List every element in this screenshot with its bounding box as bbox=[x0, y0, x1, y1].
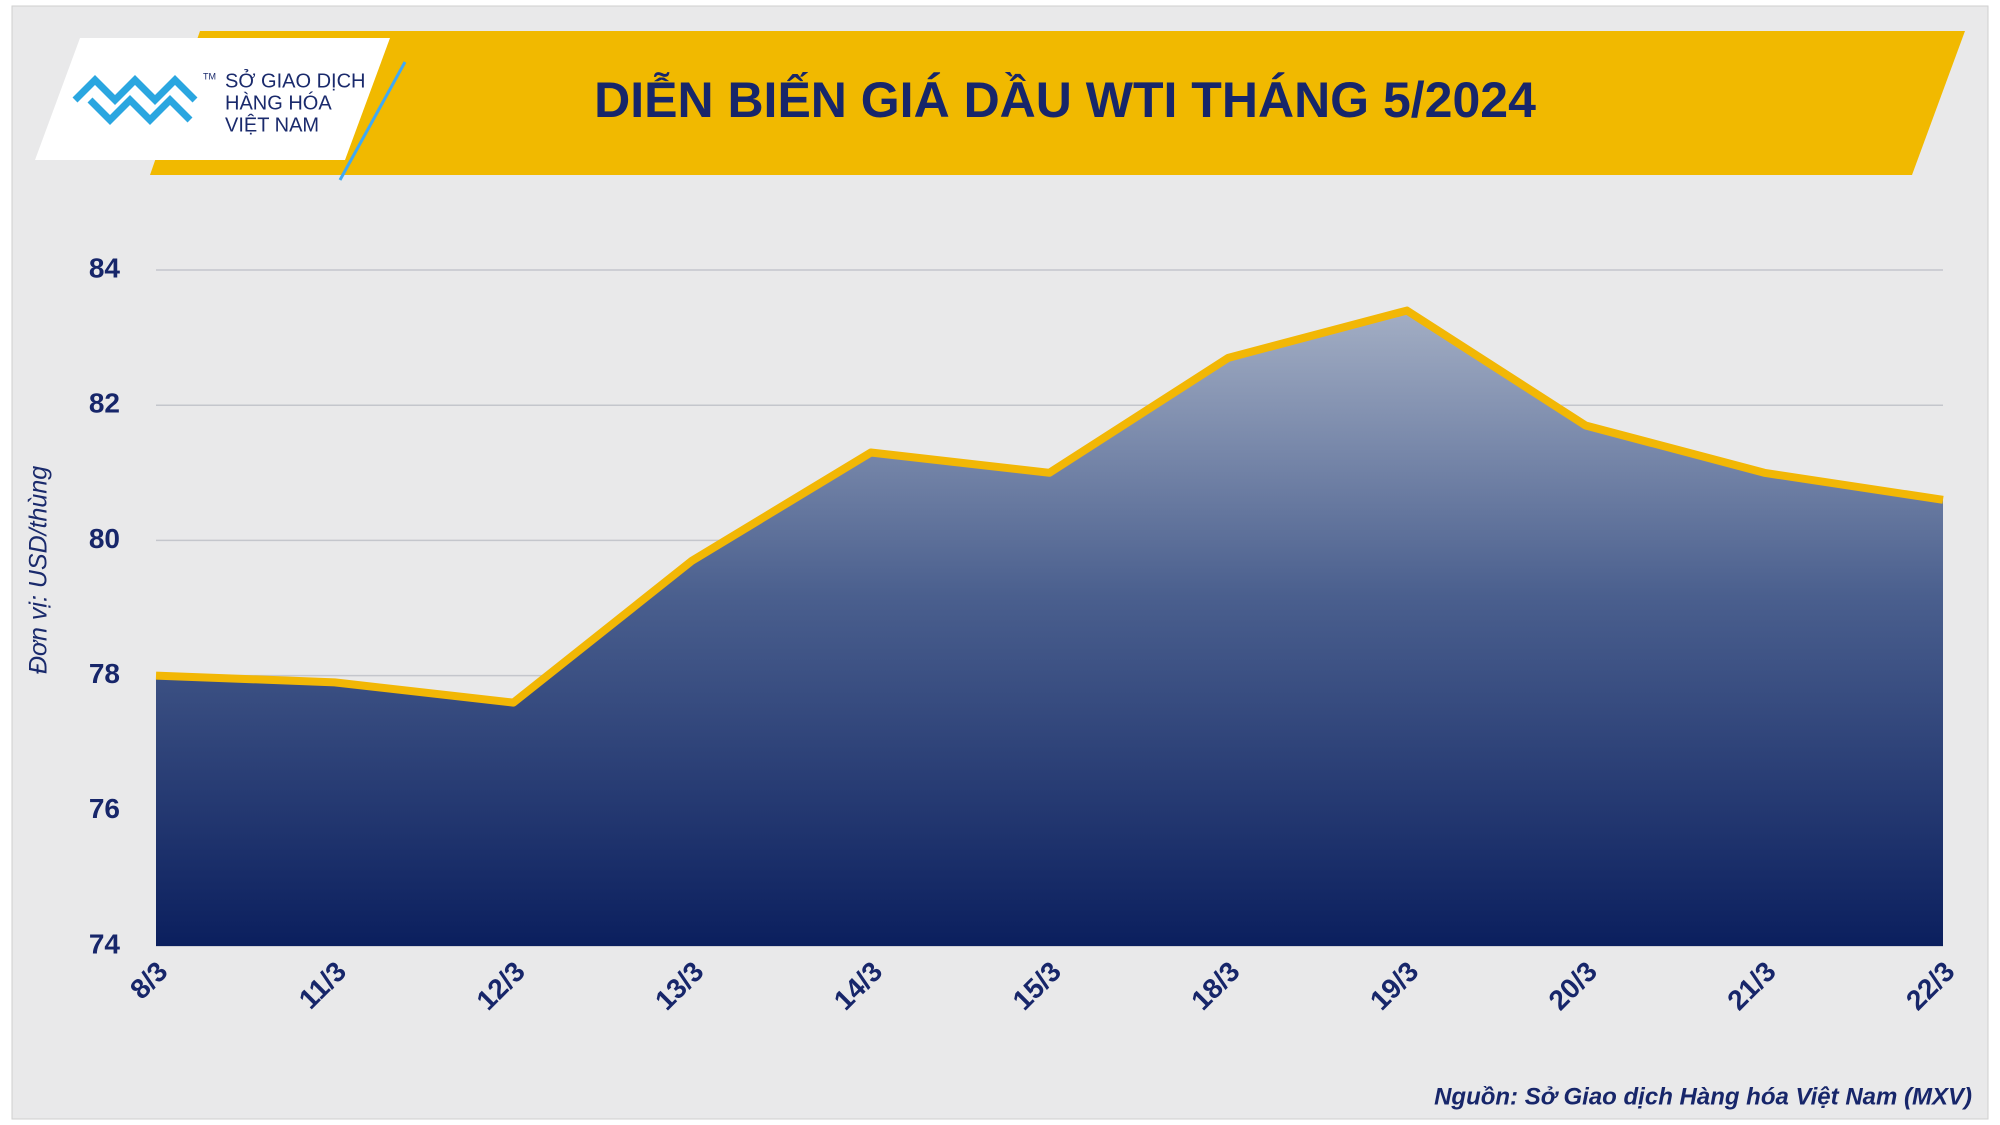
y-tick-label: 78 bbox=[89, 658, 120, 689]
title-banner bbox=[150, 31, 1965, 175]
y-tick-label: 84 bbox=[89, 252, 121, 283]
y-tick-label: 76 bbox=[89, 793, 120, 824]
logo-tm: TM bbox=[203, 71, 216, 81]
logo-box bbox=[35, 38, 390, 160]
line bbox=[155, 306, 1944, 707]
logo-text: HÀNG HÓA bbox=[225, 91, 332, 114]
logo-icon bbox=[72, 75, 198, 125]
logo-text: SỞ GIAO DỊCH bbox=[225, 68, 366, 92]
area-fill bbox=[156, 310, 1943, 946]
source-note: Nguồn: Sở Giao dịch Hàng hóa Việt Nam (M… bbox=[1434, 1083, 1972, 1110]
y-tick-label: 74 bbox=[89, 928, 121, 959]
accent-line bbox=[338, 61, 407, 181]
chart-title: DIỄN BIẾN GIÁ DẦU WTI THÁNG 5/2024 bbox=[594, 72, 1536, 128]
y-tick-label: 80 bbox=[89, 523, 120, 554]
y-axis-label: Đơn vị: USD/thùng bbox=[25, 466, 53, 674]
y-tick-label: 82 bbox=[89, 388, 120, 419]
logo-text: VIỆT NAM bbox=[225, 113, 319, 136]
